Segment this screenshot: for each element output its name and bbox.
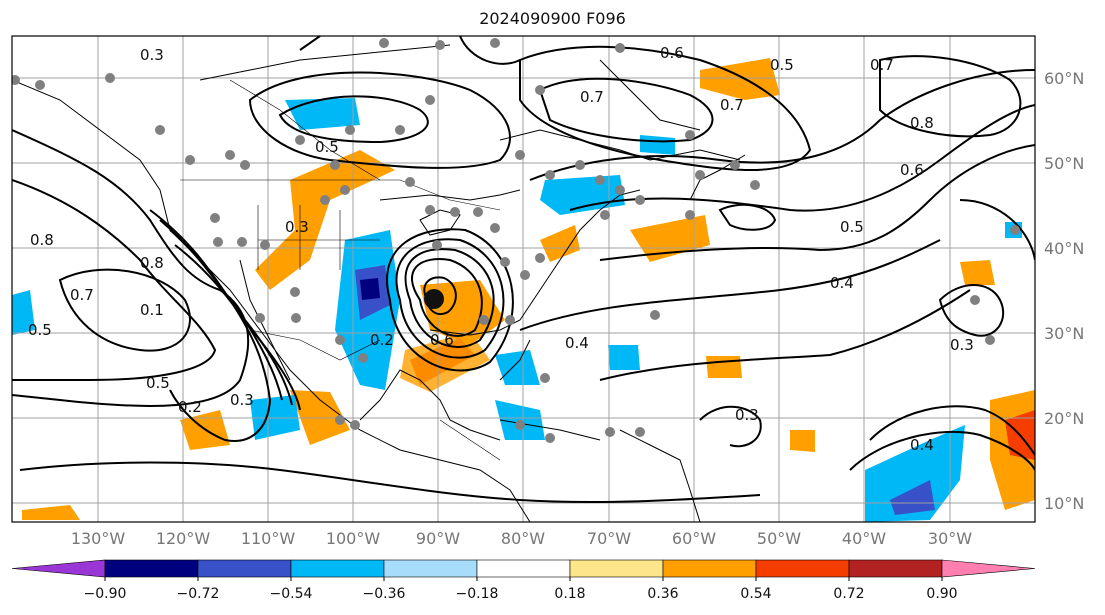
contour-label: 0.4 [830,274,854,292]
contour-label: 0.4 [910,436,934,454]
contour-label: 0.5 [28,321,52,339]
contour-label: 0.3 [735,406,759,424]
shade-mid [890,480,935,515]
lat-label: 20°N [1044,409,1084,428]
colorbar-tick-label: 0.90 [926,586,957,602]
cyclone-center-marker [424,289,444,309]
graticule [12,36,1035,522]
lat-label: 40°N [1044,239,1084,258]
colorbar-segment [290,559,385,578]
lon-label: 110°W [241,529,296,548]
colorbar-segment [569,559,664,578]
shade-dark [360,278,380,300]
borders [180,79,501,461]
shade-blue [608,345,640,370]
contour-label: 0.7 [580,88,604,106]
contour-label: 0.3 [950,336,974,354]
contour-label: 0.7 [70,286,94,304]
colorbar-tick-label: −0.54 [270,586,313,602]
contour-label: 0.8 [30,231,54,249]
shade-orange [706,356,742,378]
shade-orange [540,225,580,262]
lat-label: 60°N [1044,69,1084,88]
shade-blue [540,175,625,215]
shade-blue [495,350,540,385]
shade-orange [700,58,780,100]
shade-orange [790,430,815,452]
colorbar-tick-label: −0.72 [177,586,220,602]
contour-label: 0.4 [565,334,589,352]
map-title: 2024090900 F096 [479,9,626,28]
contour-label: 0.8 [140,254,164,272]
colorbar-ticks: −0.90 −0.72 −0.54 −0.36 −0.18 0.18 0.36 0.54 0.7… [84,577,958,602]
shade-orange [22,505,80,520]
colorbar-segment [11,559,106,578]
lon-label: 80°W [501,529,545,548]
colorbar-segment [476,559,571,578]
lon-label: 50°W [757,529,801,548]
shade-orange [400,332,490,392]
lon-label: 40°W [842,529,886,548]
contours [12,36,1035,504]
shade-blue [12,290,35,335]
colorbar-tick-label: 0.54 [740,586,771,602]
contour-label: 0.5 [315,138,339,156]
shade-blue [640,135,675,155]
lon-label: 60°W [672,529,716,548]
contour-label: 0.3 [285,218,309,236]
shade-blue [285,98,360,130]
lat-label: 10°N [1044,494,1084,513]
lat-label: 30°N [1044,324,1084,343]
contour-label: 0.5 [840,218,864,236]
contour-label: 0.5 [146,374,170,392]
colorbar: −0.90 −0.72 −0.54 −0.36 −0.18 0.18 0.36 0.54 0.7… [11,559,1036,602]
colorbar-segment [755,559,850,578]
map-panel: 0.3 0.6 0.7 0.5 0.7 0.8 0.7 0.6 0.5 0.4 … [11,35,1036,523]
latitude-labels: 60°N 50°N 40°N 30°N 20°N 10°N [1044,69,1084,513]
lon-label: 130°W [71,529,126,548]
lon-label: 70°W [587,529,631,548]
shade-orange [255,150,395,290]
colorbar-tick-label: 0.18 [554,586,585,602]
lon-label: 100°W [326,529,381,548]
contour-label-group: 0.3 0.6 0.7 0.5 0.7 0.8 0.7 0.6 0.5 0.4 … [28,44,974,454]
colorbar-segments [11,559,1036,578]
contour-label: 0.6 [430,331,454,349]
lon-label: 120°W [156,529,211,548]
contour-label: 0.5 [770,56,794,74]
colorbar-tick-label: −0.18 [456,586,499,602]
lon-label: 30°W [928,529,972,548]
colorbar-segment [197,559,292,578]
colorbar-segment [662,559,757,578]
shade-blue [865,425,965,522]
lat-label: 50°N [1044,154,1084,173]
contour-label: 0.7 [720,96,744,114]
lon-label: 90°W [416,529,460,548]
contour-label: 0.1 [140,301,164,319]
colorbar-segment [941,559,1036,578]
contour-label: 0.7 [870,56,894,74]
longitude-labels: 130°W 120°W 110°W 100°W 90°W 80°W 70°W 6… [71,529,972,548]
contour-label: 0.6 [900,161,924,179]
colorbar-tick-label: 0.36 [647,586,678,602]
station-markers [12,38,1020,443]
contour-label: 0.2 [370,331,394,349]
contour-label: 0.3 [140,46,164,64]
colorbar-tick-label: 0.72 [833,586,864,602]
contour-label: 0.8 [910,114,934,132]
colorbar-segment [848,559,943,578]
contour-label: 0.3 [230,391,254,409]
shade-orange [960,260,995,285]
anomaly-shading [12,58,1035,522]
colorbar-tick-label: −0.36 [363,586,406,602]
colorbar-segment [383,559,478,578]
colorbar-segment [104,559,199,578]
colorbar-tick-label: −0.90 [84,586,127,602]
contour-label: 0.6 [660,44,684,62]
contour-label: 0.2 [178,398,202,416]
